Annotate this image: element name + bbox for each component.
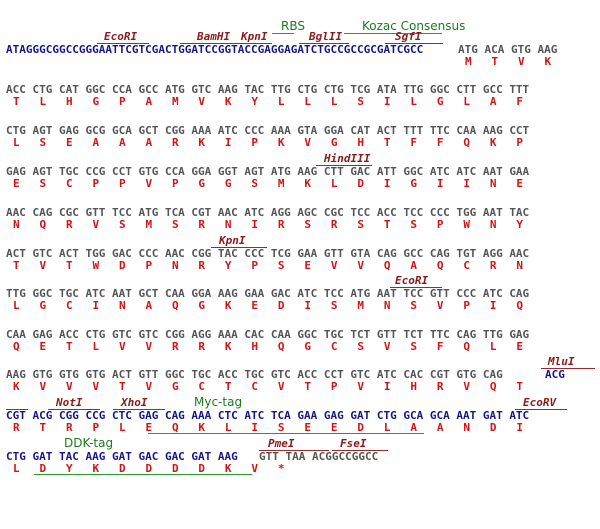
dna-row-7: TTG GGC TGC ATC AAT GCT CAA GGA AAG GAA … (6, 287, 530, 300)
aa-row-6: T V T W D P N R Y P S E V V Q A Q C R N (13, 259, 523, 272)
dna-row-1-highlight: ATAGGGCGGCCGGGAATTCGTCGACTGGATCCGGTACCGA… (6, 43, 424, 56)
aa-row-11: L D Y K D D D D K V * (13, 462, 285, 475)
mlui-site-line (541, 368, 595, 369)
kpni-site-label-2: KpnI (219, 234, 246, 247)
dna-row-9: AAG GTG GTG GTG ACT GTT GGC TGC ACC TGC … (6, 368, 503, 381)
dna-row-8: CAA GAG ACC CTG GTC GTC CGG AGG AAA CAC … (6, 328, 530, 341)
aa-row-10: R T R P L E Q K L I S E E D L A A N D I (13, 421, 523, 434)
dna-row-6: ACT GTC ACT TGG GAC CCC AAC CGG TAC CCC … (6, 247, 530, 260)
dna-row-5: AAC CAG CGC GTT TCC ATG TCA CGT AAC ATC … (6, 206, 530, 219)
myc-tag-feature-label: Myc-tag (194, 395, 243, 409)
dna-row-1: ATG ACA GTG AAG (458, 43, 558, 56)
sgfi-site-label: SgfI (395, 30, 422, 43)
kpni-site-line-2 (211, 247, 267, 248)
ecorv-site-line (515, 409, 567, 410)
rbs-feature-line (272, 33, 294, 34)
aa-row-8: Q E T L V V R R K H Q G C S V S F Q L E (13, 340, 523, 353)
ecori-site-line (97, 43, 149, 44)
aa-row-3: L S E A A A R K I P K V G H T F F Q K P (13, 136, 523, 149)
ecori-site-label-2: EcoRI (395, 274, 429, 287)
bamhi-kpni-site-line (180, 43, 272, 44)
bglii-site-line (299, 43, 349, 44)
ecori-site-label: EcoRI (104, 30, 138, 43)
kozac-feature-line (344, 33, 442, 34)
dna-row-4: GAG AGT TGC CCG CCT GTG CCA GGA GGT AGT … (6, 165, 530, 178)
aa-row-7: L G C I N A Q G K E D I S M N S V P I Q (13, 299, 523, 312)
mlui-site-label: MluI (548, 355, 575, 368)
sgfi-site-line (385, 43, 443, 44)
aa-row-4: E S C P P V P G G S M K L D I G I I N E (13, 177, 523, 190)
dna-row-11-highlight: CTG GAT TAC AAG GAT GAC GAC GAT AAG (6, 450, 238, 463)
hindiii-site-label: HindIII (324, 152, 371, 165)
noti-site-line (48, 409, 100, 410)
aa-row-9: K V V V T V G C T C V T P V I H R V Q T (13, 380, 523, 393)
pmei-site-label: PmeI (268, 437, 295, 450)
aa-row-2: T L H G P A M V K Y L L L S I L G L A F (13, 95, 523, 108)
dna-row-3: CTG AGT GAG GCG GCA GCT CGG AAA ATC CCC … (6, 124, 530, 137)
ddk-tag-feature-line (34, 474, 252, 475)
ecori-site-line-2 (390, 287, 442, 288)
bamhi-site-label: BamHI (197, 30, 231, 43)
xhoi-site-label: XhoI (121, 396, 148, 409)
pmei-site-line (259, 450, 329, 451)
ecorv-site-label: EcoRV (523, 396, 557, 409)
rbs-feature-label: RBS (281, 19, 305, 33)
kpni-site-label: KpnI (241, 30, 268, 43)
fsei-site-line (332, 450, 388, 451)
ddk-tag-feature-label: DDK-tag (64, 436, 114, 450)
fsei-site-label: FseI (340, 437, 367, 450)
dna-row-10: CGT ACG CGG CCG CTC GAG CAG AAA CTC ATC … (6, 409, 530, 422)
dna-row-9-highlight: ACG (545, 368, 565, 381)
myc-tag-feature-line (148, 433, 424, 434)
aa-row-5: N Q R V S M S R N I R S R S T S P W N Y (13, 218, 523, 231)
noti-site-label: NotI (56, 396, 83, 409)
dna-row-2: ACC CTG CAT GGC CCA GCC ATG GTC AAG TAC … (6, 83, 530, 96)
kozac-consensus-feature-label: Kozac Consensus (362, 19, 466, 33)
xhoi-site-line (113, 409, 165, 410)
bglii-site-label: BglII (309, 30, 343, 43)
aa-row-1: M T V K (465, 55, 552, 68)
dna-row-11: GTT TAA ACGGCCGGCC (259, 450, 379, 463)
mlui-site-line-cont (6, 409, 28, 410)
hindiii-site-line (316, 165, 372, 166)
